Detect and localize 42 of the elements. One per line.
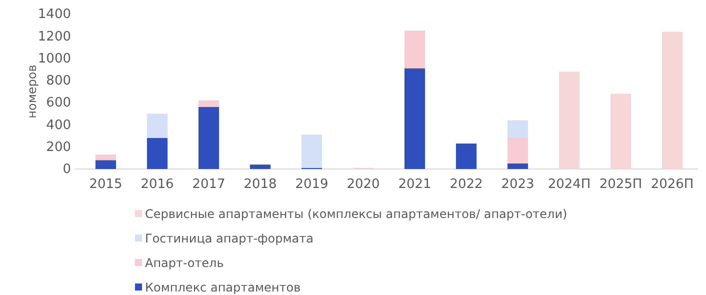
bar [198, 100, 220, 107]
bar [146, 138, 168, 169]
x-tick-label: 2020 [346, 177, 380, 192]
x-tick-label: 2021 [398, 177, 432, 192]
bar [507, 138, 528, 164]
y-tick-label: 0 [62, 162, 71, 178]
bar [404, 68, 426, 169]
legend-label: Комплекс апартаментов [145, 280, 301, 294]
bar [301, 134, 322, 168]
legend-label: Гостиница апарт-формата [145, 232, 314, 246]
bar [146, 114, 168, 138]
x-tick-label: 2017 [192, 177, 226, 192]
bar [507, 120, 528, 138]
x-tick-label: 2016 [140, 177, 174, 192]
bar [95, 160, 116, 169]
bar [558, 72, 580, 169]
bar [507, 163, 528, 169]
bar [662, 32, 683, 169]
y-tick-label: 400 [46, 118, 71, 133]
y-tick-label: 1400 [38, 7, 71, 22]
bar [250, 164, 271, 169]
y-tick-label: 1200 [38, 29, 71, 44]
y-tick-label: 800 [46, 74, 71, 89]
bar [610, 94, 632, 169]
y-tick-label: 1000 [38, 51, 71, 66]
legend-label: Сервисные апартаменты (комплексы апартаментов/ апарт-отели) [145, 207, 568, 221]
bar [95, 154, 116, 160]
x-tick-label: 2022 [450, 177, 483, 192]
legend-label: Апарт-отель [145, 256, 224, 270]
x-tick-label: 2019 [295, 177, 328, 192]
x-tick-label: 2018 [244, 177, 277, 192]
bar [198, 107, 220, 169]
x-tick-label: 2015 [89, 177, 122, 192]
x-tick-label: 2025П [599, 177, 642, 192]
y-tick-label: 600 [46, 96, 71, 111]
bar [404, 30, 426, 68]
x-tick-label: 2024П [548, 177, 591, 192]
bar [456, 144, 477, 169]
y-tick-label: 200 [46, 140, 71, 156]
y-axis-title: номеров [25, 64, 39, 118]
x-tick-label: 2026П [650, 177, 694, 192]
x-tick-label: 2023 [501, 177, 534, 192]
